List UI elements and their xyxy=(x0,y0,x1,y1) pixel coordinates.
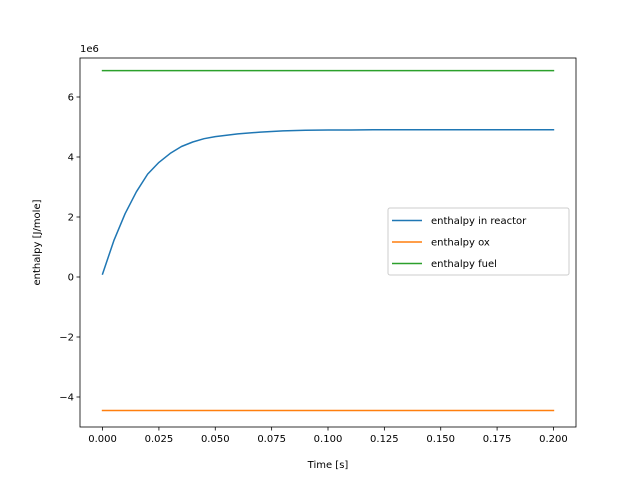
x-axis-label: Time [s] xyxy=(307,460,349,471)
y-tick-label: −2 xyxy=(59,333,74,344)
legend-label-2: enthalpy ox xyxy=(431,238,490,249)
x-tick-label: 0.100 xyxy=(314,434,343,445)
y-tick-label: −4 xyxy=(59,393,74,404)
legend-box xyxy=(387,207,570,276)
legend: enthalpy in reactor enthalpy ox enthalpy f… xyxy=(387,207,570,276)
x-tick-label: 0.000 xyxy=(88,434,117,445)
legend-label-1: enthalpy in reactor xyxy=(431,216,527,227)
series-line-1 xyxy=(101,128,555,275)
y-offset-label: 1e6 xyxy=(80,44,99,55)
x-tick-label: 0.075 xyxy=(257,434,286,445)
x-tick-label: 0.050 xyxy=(201,434,230,445)
y-tick-label: 6 xyxy=(68,93,74,104)
x-tick-label: 0.125 xyxy=(370,434,399,445)
legend-label-3: enthalpy fuel xyxy=(431,259,497,270)
y-tick-label: 2 xyxy=(68,213,74,224)
y-tick-label: 0 xyxy=(68,273,74,284)
y-axis-ticks: −4 −2 0 2 4 6 xyxy=(59,93,80,404)
x-axis-ticks: 0.000 0.025 0.050 0.075 0.100 0.125 0.150 0.175… xyxy=(88,427,568,445)
x-tick-label: 0.025 xyxy=(145,434,174,445)
x-tick-label: 0.150 xyxy=(426,434,455,445)
x-tick-label: 0.175 xyxy=(483,434,512,445)
x-tick-label: 0.200 xyxy=(539,434,568,445)
y-tick-label: 4 xyxy=(68,153,74,164)
y-axis-label: enthalpy [J/mole] xyxy=(32,199,43,285)
plot-lines xyxy=(101,69,555,412)
